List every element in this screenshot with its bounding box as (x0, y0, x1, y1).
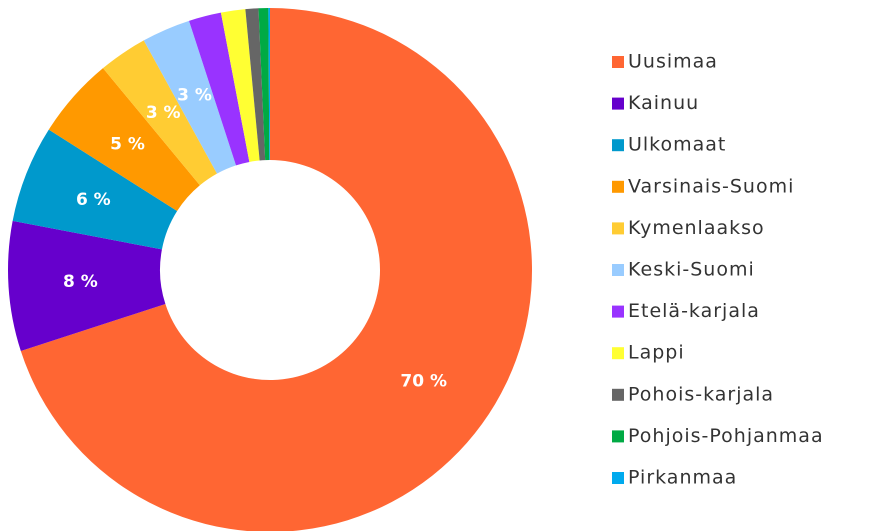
legend-swatch (612, 222, 624, 235)
legend-label: Uusimaa (628, 51, 718, 73)
data-label: 8 % (63, 272, 98, 292)
legend-swatch (612, 56, 624, 68)
donut-slice (20, 8, 532, 531)
legend-label: Kymenlaakso (628, 217, 765, 239)
legend-swatch (612, 472, 624, 484)
donut-slice (268, 8, 270, 161)
legend-swatch (612, 305, 624, 318)
legend-swatch (612, 180, 624, 193)
donut-slice (258, 8, 270, 161)
legend-label: Pohjois-Pohjanmaa (628, 425, 824, 447)
data-label: 70 % (400, 372, 447, 392)
donut-slice (220, 9, 260, 162)
legend-label: Ulkomaat (628, 134, 726, 156)
donut-slice (12, 129, 178, 250)
donut-slice (102, 40, 218, 186)
donut-slice (7, 220, 166, 351)
data-label: 3 % (146, 103, 181, 123)
legend-swatch (612, 347, 624, 360)
legend-label: Kainuu (628, 92, 699, 114)
data-label: 3 % (177, 86, 212, 106)
data-label: 5 % (110, 134, 145, 154)
data-label: 6 % (76, 190, 111, 210)
legend-swatch (612, 264, 624, 276)
legend-label: Pohois-karjala (628, 383, 774, 405)
legend-swatch (612, 139, 624, 152)
donut-slice (189, 12, 250, 166)
legend-swatch (612, 388, 624, 401)
legend-label: Etelä-karjala (628, 300, 760, 322)
legend-label: Varsinais-Suomi (628, 175, 794, 197)
legend-label: Pirkanmaa (628, 467, 737, 489)
legend-swatch (612, 97, 624, 110)
donut-slice (143, 20, 237, 174)
legend-swatch (612, 430, 624, 443)
donut-slice (48, 68, 200, 212)
donut-slice (245, 8, 266, 161)
legend-label: Keski-Suomi (628, 259, 755, 281)
legend-label: Lappi (628, 342, 685, 364)
